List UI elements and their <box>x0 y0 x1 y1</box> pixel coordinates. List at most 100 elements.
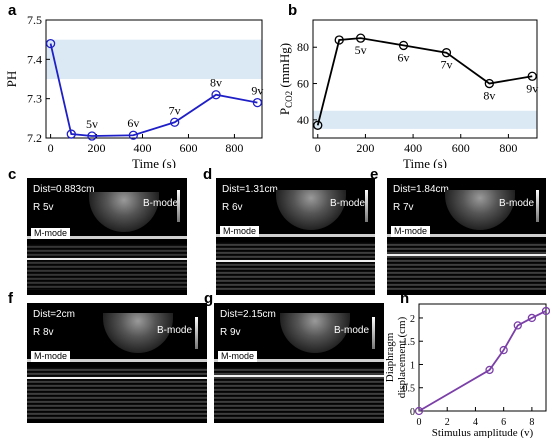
panel-label-b: b <box>288 2 298 19</box>
series-line <box>316 37 533 126</box>
x-tick-label: 0 <box>417 417 422 428</box>
b-mode-label: B-mode <box>334 325 370 336</box>
data-point <box>414 406 424 416</box>
stimulus-label: R 9v <box>220 327 241 338</box>
ultrasound-panel-c: Dist=0.883cm R 5v B-mode M-mode <box>27 178 187 295</box>
b-mode-label: B-mode <box>143 198 179 209</box>
stimulus-label: R 5v <box>33 202 54 213</box>
distance-label: Dist=1.31cm <box>222 184 278 195</box>
x-tick-label: 2 <box>445 417 450 428</box>
pco2-chart: 0 200 400 600 800 40 60 80 5v 6v 7v 8v 9v Time (s) PCO… <box>277 19 538 168</box>
y-tick-label: 1 <box>410 360 415 371</box>
m-mode-cursor-line <box>27 359 207 362</box>
panel-label-h: h <box>400 290 410 307</box>
m-mode-trace <box>216 242 375 290</box>
panel-label-e: e <box>370 166 379 183</box>
data-point <box>87 131 97 141</box>
y-tick-label: 0.5 <box>403 384 416 395</box>
b-mode-image <box>276 190 346 230</box>
distance-label: Dist=1.84cm <box>393 184 449 195</box>
x-tick-label: 200 <box>356 141 374 155</box>
diaphragm-trace-line <box>27 258 187 260</box>
y-tick-label: 40 <box>297 113 309 127</box>
y-axis-label: PCO2 (mmHg) <box>277 43 294 115</box>
series-line <box>49 43 258 137</box>
x-tick-label: 800 <box>225 141 243 155</box>
x-axis-label: Time (s) <box>132 156 176 168</box>
x-tick-label: 6 <box>501 417 506 428</box>
distance-label: Dist=2.15cm <box>220 309 276 320</box>
y-tick-label: 80 <box>297 40 309 54</box>
y-tick-label: 7.4 <box>27 52 42 66</box>
m-mode-cursor-line <box>216 234 375 237</box>
y-tick-label: 7.2 <box>27 131 42 145</box>
y-tick-label: 2 <box>410 314 415 325</box>
x-tick-label: 0 <box>48 141 54 155</box>
m-mode-label: M-mode <box>220 226 260 237</box>
diaphragm-trace-line <box>216 260 375 262</box>
y-tick-label: 0 <box>410 407 415 418</box>
m-mode-cursor-line <box>27 236 187 239</box>
data-point <box>485 365 494 375</box>
data-point <box>170 117 180 127</box>
m-mode-cursor-line <box>214 359 384 362</box>
data-point <box>441 48 452 58</box>
m-mode-label: M-mode <box>218 351 258 362</box>
plot-frame <box>312 19 538 139</box>
stimulus-label: R 6v <box>222 202 243 213</box>
normal-range-band <box>46 39 262 79</box>
point-label: 8v <box>210 76 222 90</box>
x-tick-label: 400 <box>404 141 422 155</box>
distance-label: Dist=0.883cm <box>33 184 95 195</box>
y-tick-label: 7.5 <box>27 13 42 27</box>
series-line <box>418 310 547 412</box>
data-point <box>211 90 221 100</box>
panel-label-g: g <box>204 290 214 307</box>
x-axis-label: Time (s) <box>403 156 447 168</box>
data-point <box>513 321 522 330</box>
data-point <box>66 129 76 139</box>
ultrasound-panel-g: Dist=2.15cm R 9v B-mode M-mode <box>214 303 384 423</box>
distance-label: Dist=2cm <box>33 309 75 320</box>
x-tick-label: 8 <box>529 417 534 428</box>
data-point <box>252 97 263 108</box>
y-axis-label: displacement (cm) <box>396 316 408 398</box>
data-point <box>334 35 344 45</box>
b-mode-label: B-mode <box>330 198 366 209</box>
point-label: 8v <box>483 89 495 103</box>
data-point <box>356 33 366 43</box>
plot-frame <box>45 19 263 139</box>
m-mode-trace <box>27 244 187 290</box>
data-point <box>527 71 537 81</box>
data-point <box>398 40 409 51</box>
data-point <box>484 78 494 89</box>
point-label: 7v <box>169 103 181 117</box>
point-label: 5v <box>86 117 98 131</box>
point-label: 6v <box>127 116 139 130</box>
stimulus-label: R 8v <box>33 327 54 338</box>
diaphragm-trace-line <box>387 254 546 256</box>
panel-label-f: f <box>8 290 13 307</box>
x-tick-label: 600 <box>452 141 470 155</box>
plot-frame <box>418 303 547 412</box>
m-mode-trace <box>27 367 207 419</box>
data-point <box>313 120 323 130</box>
normal-range-band <box>313 110 537 129</box>
point-label: 9v <box>526 81 538 95</box>
data-point <box>128 130 138 140</box>
grayscale-bar <box>195 317 198 349</box>
grayscale-bar <box>365 190 368 222</box>
grayscale-bar <box>536 190 539 222</box>
x-tick-label: 0 <box>315 141 321 155</box>
ultrasound-panel-f: Dist=2cm R 8v B-mode M-mode <box>27 303 207 423</box>
ultrasound-panel-d: Dist=1.31cm R 6v B-mode M-mode <box>216 178 375 295</box>
data-point <box>527 313 537 323</box>
b-mode-image <box>445 190 515 230</box>
ph-chart: 0 200 400 600 800 7.2 7.3 7.4 7.5 5v 6v 7v 8v 9v Time … <box>4 13 263 168</box>
data-point <box>45 38 56 49</box>
diaphragm-trace-line <box>214 375 384 377</box>
m-mode-cursor-line <box>387 234 546 237</box>
diaphragm-trace-line <box>27 377 207 379</box>
